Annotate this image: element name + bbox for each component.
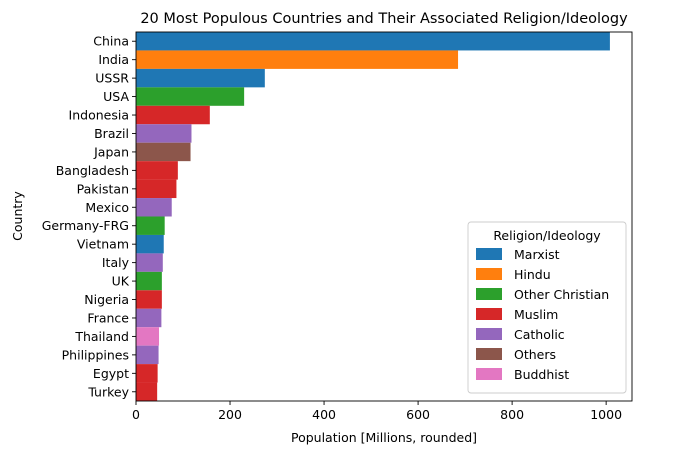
legend-label: Hindu [514,267,551,282]
legend-swatch [476,248,502,260]
bar-italy [136,253,163,272]
y-tick-label: China [93,34,129,49]
bar-mexico [136,198,172,217]
x-tick-label: 400 [312,407,336,422]
legend-label: Muslim [514,307,558,322]
bar-vietnam [136,234,164,254]
y-tick-label: USA [103,89,129,104]
bar-nigeria [136,290,162,309]
y-tick-label: Indonesia [69,108,129,123]
bar-india [136,50,459,69]
legend-swatch [476,308,502,320]
bar-usa [136,87,245,106]
bar-bangladesh [136,161,178,180]
y-tick-label: Egypt [93,366,129,381]
legend-swatch [476,348,502,360]
x-axis-ticks: 0 200 400 600 800 1000 [132,401,622,422]
y-tick-label: Bangladesh [56,163,129,178]
y-tick-label: Vietnam [77,237,129,252]
bar-uk [136,271,162,291]
x-tick-label: 800 [500,407,524,422]
legend: Religion/Ideology Marxist Hindu Other Chri… [467,221,627,394]
legend-box [467,221,627,394]
x-tick-label: 1000 [590,407,622,422]
bar-philippines [136,345,159,365]
bar-pakistan [136,179,177,199]
bar-japan [136,142,191,162]
y-axis-ticks: China India USSR USA Indonesia Brazil Japan Ban… [42,34,136,399]
y-tick-label: Japan [93,144,129,159]
y-tick-label: Mexico [85,200,129,215]
y-tick-label: Italy [102,255,130,270]
bar-turkey [136,382,158,401]
bars-group [136,32,610,401]
x-axis-label: Population [Millions, rounded] [291,430,477,445]
legend-swatch [476,328,502,340]
legend-swatch [476,268,502,280]
bar-egypt [136,364,158,383]
legend-label: Other Christian [514,287,609,302]
bar-ussr [136,68,265,88]
y-tick-label: Turkey [87,384,129,399]
x-tick-label: 600 [406,407,430,422]
y-tick-label: UK [112,274,130,289]
legend-swatch [476,368,502,380]
legend-label: Buddhist [514,367,569,382]
legend-swatch [476,288,502,300]
bar-brazil [136,124,192,143]
bar-indonesia [136,105,210,125]
x-tick-label: 200 [218,407,242,422]
legend-label: Marxist [514,247,560,262]
plot-frame [135,31,633,402]
y-axis-label: Country [10,191,25,241]
y-tick-label: USSR [95,71,129,86]
y-tick-label: India [98,52,129,67]
bar-thailand [136,327,160,346]
y-tick-label: Pakistan [77,181,129,196]
y-tick-label: Nigeria [84,292,129,307]
bar-germany-frg [136,216,165,235]
y-tick-label: Germany-FRG [42,218,129,233]
legend-label: Catholic [514,327,565,342]
y-tick-label: Brazil [94,126,129,141]
bar-china [136,32,610,51]
y-tick-label: Philippines [62,347,129,362]
y-tick-label: France [87,310,129,325]
bar-france [136,308,162,328]
legend-title: Religion/Ideology [493,228,601,243]
chart-title: 20 Most Populous Countries and Their Ass… [140,11,628,27]
legend-label: Others [514,347,556,362]
x-tick-label: 0 [132,407,140,422]
y-tick-label: Thailand [74,329,129,344]
